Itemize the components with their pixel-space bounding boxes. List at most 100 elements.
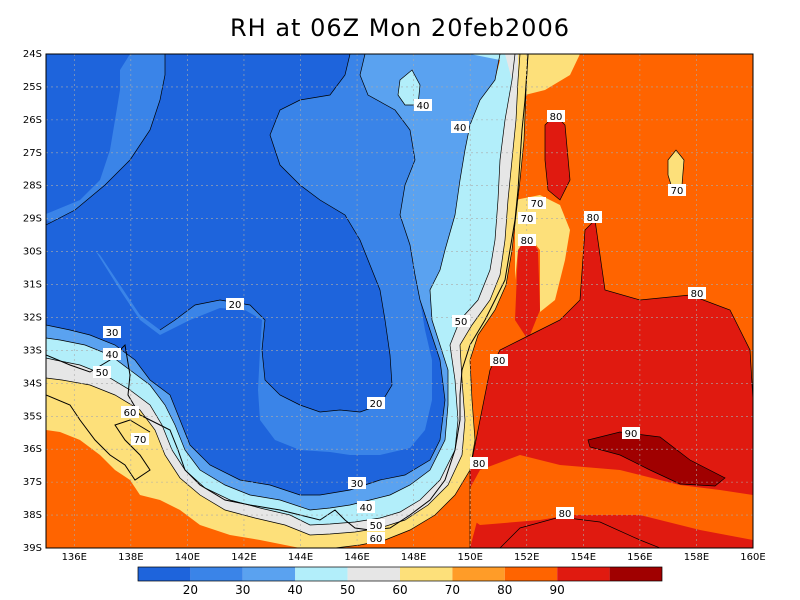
colorbar-swatch (557, 567, 610, 581)
lat-tick-label: 34S (23, 378, 42, 389)
contour-label: 70 (131, 433, 149, 446)
fill-60-70-north (518, 54, 580, 95)
svg-text:80: 80 (559, 509, 572, 520)
contour-label: 80 (518, 234, 536, 247)
lon-tick-label: 138E (118, 552, 143, 563)
contour-label: 40 (357, 501, 375, 514)
svg-text:80: 80 (587, 213, 600, 224)
svg-text:70: 70 (521, 214, 534, 225)
svg-text:40: 40 (106, 350, 119, 361)
svg-text:70: 70 (531, 199, 544, 210)
svg-text:50: 50 (96, 368, 109, 379)
fill-40-50 (46, 54, 515, 525)
contour-label: 80 (688, 287, 706, 300)
contour-label: 20 (226, 298, 244, 311)
fill-30-40 (46, 54, 500, 510)
colorbar-label: 80 (497, 583, 512, 597)
contour-fills (46, 54, 753, 548)
contour-label: 30 (103, 326, 121, 339)
contour-label: 40 (414, 99, 432, 112)
lon-tick-label: 146E (344, 552, 369, 563)
colorbar-label: 20 (183, 583, 198, 597)
svg-text:20: 20 (370, 399, 383, 410)
colorbar-frame (137, 566, 663, 582)
svg-text:90: 90 (625, 429, 638, 440)
svg-text:30: 30 (106, 328, 119, 339)
lat-tick-label: 27S (23, 148, 42, 159)
contour-label: 80 (490, 354, 508, 367)
lon-tick-label: 150E (457, 552, 482, 563)
lat-tick-label: 28S (23, 181, 42, 192)
svg-text:50: 50 (455, 317, 468, 328)
contour-line-60 (46, 54, 521, 536)
contour-label: 50 (367, 519, 385, 532)
fill-80-90-southspot (500, 517, 660, 548)
lat-tick-label: 37S (23, 477, 42, 488)
svg-text:80: 80 (550, 112, 563, 123)
svg-text:70: 70 (671, 186, 684, 197)
contour-label: 40 (103, 348, 121, 361)
svg-text:20: 20 (229, 300, 242, 311)
colorbar-swatch (400, 567, 453, 581)
lat-tick-label: 29S (23, 214, 42, 225)
lon-tick-label: 136E (62, 552, 87, 563)
svg-text:40: 40 (454, 123, 467, 134)
contour-label: 70 (518, 212, 536, 225)
colorbar-swatch (190, 567, 243, 581)
lat-tick-label: 30S (23, 247, 42, 258)
lat-tick-label: 36S (23, 444, 42, 455)
colorbar-swatch (347, 567, 400, 581)
contour-label: 80 (470, 457, 488, 470)
colorbar-label: 70 (445, 583, 460, 597)
lat-tick-label: 31S (23, 280, 42, 291)
svg-text:40: 40 (417, 101, 430, 112)
coastline-gulf (46, 394, 151, 481)
svg-text:80: 80 (493, 356, 506, 367)
colorbar-swatch (504, 567, 558, 581)
contour-line-80-south (499, 516, 661, 548)
fill-70-80-south (458, 455, 753, 540)
contour-label: 20 (367, 397, 385, 410)
fill-70-80-southcoast (405, 510, 480, 548)
svg-text:40: 40 (360, 503, 373, 514)
colorbar-label: 90 (550, 583, 565, 597)
lat-tick-label: 33S (23, 345, 42, 356)
lat-tick-label: 39S (23, 543, 42, 554)
contour-line-80 (469, 219, 753, 548)
colorbar-swatch (242, 567, 296, 581)
lon-tick-label: 140E (175, 552, 200, 563)
lon-tick-label: 158E (684, 552, 709, 563)
svg-text:50: 50 (370, 521, 383, 532)
fill-gt90 (588, 432, 725, 486)
fill-10-20-core (46, 54, 392, 412)
contour-label: 40 (451, 121, 469, 134)
lon-tick-label: 156E (627, 552, 652, 563)
lat-tick-label: 26S (23, 115, 42, 126)
svg-text:80: 80 (473, 459, 486, 470)
fill-70-80-landsw (46, 430, 300, 548)
svg-text:80: 80 (691, 289, 704, 300)
svg-text:60: 60 (370, 534, 383, 545)
colorbar-label: 30 (235, 583, 250, 597)
contour-label: 70 (528, 197, 546, 210)
contour-label: 70 (668, 184, 686, 197)
colorbar-swatch (452, 567, 505, 581)
lon-tick-label: 144E (288, 552, 313, 563)
fill-60-70-east (515, 195, 570, 312)
lon-tick-label: 160E (740, 552, 765, 563)
map-title: RH at 06Z Mon 20feb2006 (229, 14, 570, 42)
contour-lines (46, 54, 753, 548)
fill-80-90-mid (515, 235, 540, 340)
lat-tick-label: 32S (23, 312, 42, 323)
fill-30-40-islet (430, 208, 442, 230)
contour-value-labels: 40 40 80 70 70 80 80 80 20 30 40 50 50 6… (93, 99, 706, 545)
contour-label: 30 (348, 477, 366, 490)
colorbar: 20 30 40 50 60 70 80 90 (137, 566, 663, 597)
fill-40-50-islet (398, 70, 420, 105)
colorbar-label: 50 (340, 583, 355, 597)
colorbar-swatch (295, 567, 348, 581)
lat-tick-label: 38S (23, 510, 42, 521)
contour-line-40 (46, 54, 501, 511)
contour-label: 90 (622, 427, 640, 440)
